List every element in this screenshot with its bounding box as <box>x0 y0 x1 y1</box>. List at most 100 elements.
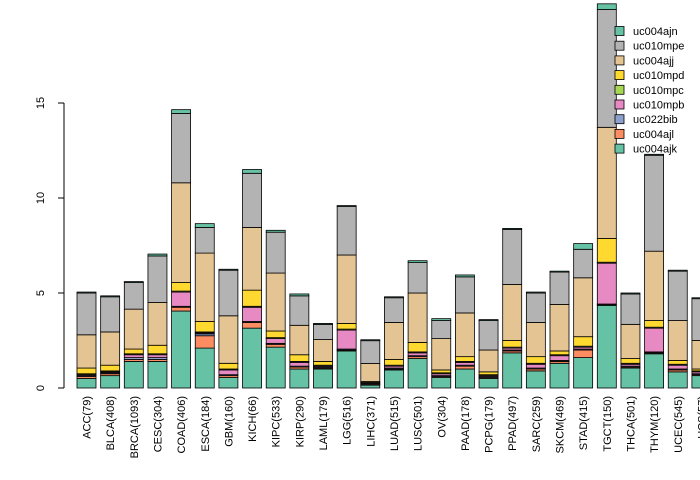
bar-segment-uc004ajj <box>620 323 641 359</box>
bar-segment-uc010mpe <box>313 323 333 340</box>
bar-segment-uc010mpd <box>454 356 475 362</box>
bar-segment-uc004ajk <box>525 370 546 389</box>
bar-stack <box>502 227 523 389</box>
bar-segment-uc010mpd <box>667 360 688 365</box>
bar-segment-uc004ajj <box>573 277 594 338</box>
bar-segment-uc004ajn <box>596 3 617 10</box>
bar-segment-uc010mpb <box>218 369 239 376</box>
x-tick-label: LUAD(515) <box>389 396 401 451</box>
bar-stack <box>194 223 215 389</box>
bar-segment-uc004ajj <box>667 320 688 361</box>
y-tick-label: 15 <box>35 97 47 109</box>
x-tick-label: PPAD(497) <box>507 396 519 451</box>
legend-item: uc022bib <box>614 114 678 126</box>
bar-segment-uc004ajn <box>478 319 499 321</box>
bar-segment-uc010mpe <box>242 172 262 228</box>
bar-segment-uc010mpd <box>76 367 97 375</box>
bar-segment-uc004ajl <box>171 306 192 312</box>
bar-segment-uc004ajn <box>171 109 192 114</box>
bar-segment-uc010mpd <box>549 350 570 356</box>
bar-segment-uc004ajn <box>242 169 262 174</box>
bar-segment-uc010mpe <box>384 297 404 323</box>
bar-segment-uc010mpe <box>596 9 617 128</box>
x-tick-label: ESCA(184) <box>200 396 212 452</box>
legend-label: uc004ajn <box>633 26 678 38</box>
legend-item: uc004ajj <box>614 55 674 67</box>
bar-segment-uc010mpb <box>596 262 617 305</box>
bar-segment-uc004ajn <box>218 268 239 271</box>
bar-segment-uc010mpe <box>667 270 688 321</box>
bar-segment-uc004ajj <box>502 284 523 341</box>
bar-segment-uc004ajn <box>100 295 121 298</box>
legend-swatch <box>614 99 625 110</box>
bar-segment-uc004ajj <box>384 322 404 360</box>
bar-segment-uc010mpb <box>407 352 428 357</box>
legend-swatch <box>614 70 625 80</box>
x-tick-label: OV(304) <box>436 396 448 438</box>
bar-stack <box>336 205 357 389</box>
bar-segment-uc010mpd <box>171 282 192 292</box>
bar-segment-uc004ajj <box>313 339 333 362</box>
bar-segment-uc004ajl <box>573 349 594 358</box>
legend-label: uc004ajl <box>633 129 674 141</box>
bar-stack <box>596 3 617 389</box>
bar-segment-uc010mpe <box>691 298 700 341</box>
bar-stack <box>360 339 381 389</box>
bar-segment-uc010mpe <box>407 262 428 294</box>
legend-item: uc004ajk <box>614 144 678 156</box>
bar-segment-uc004ajn <box>549 270 570 273</box>
bar-segment-uc004ajn <box>573 243 594 250</box>
bar-segment-uc004ajn <box>336 205 357 207</box>
bar-segment-uc004ajn <box>667 269 688 272</box>
x-tick-label: SKCM(469) <box>555 396 567 453</box>
bar-segment-uc010mpd <box>691 368 700 372</box>
x-tick-label: UCEC(545) <box>673 396 685 453</box>
bar-segment-uc010mpe <box>454 276 475 314</box>
bar-segment-uc010mpe <box>502 228 523 285</box>
bar-stack <box>525 291 546 389</box>
x-tick-label: GBM(160) <box>223 396 235 447</box>
bar-segment-uc010mpe <box>100 296 121 333</box>
bar-segment-uc010mpd <box>123 348 144 355</box>
bar-stack <box>644 153 664 389</box>
bar-segment-uc004ajk <box>573 357 594 389</box>
bar-segment-uc004ajj <box>407 292 428 343</box>
legend-item: uc004ajl <box>614 128 674 141</box>
bar-segment-uc004ajn <box>76 291 97 294</box>
bar-stack <box>313 322 333 389</box>
bar-segment-uc004ajk <box>242 327 262 389</box>
bar-segment-uc010mpe <box>644 154 664 252</box>
bar-segment-uc010mpb <box>667 364 688 370</box>
bar-segment-uc004ajn <box>265 229 286 233</box>
bar-segment-uc004ajj <box>218 315 239 364</box>
x-tick-label: THYM(120) <box>649 396 661 453</box>
bar-segment-uc004ajj <box>171 182 192 283</box>
bar-segment-uc004ajk <box>478 378 499 389</box>
bar-segment-uc004ajj <box>123 308 144 350</box>
bar-segment-uc004ajj <box>454 312 475 358</box>
bar-segment-uc010mpe <box>360 340 381 364</box>
legend-label: uc010mpe <box>633 41 684 53</box>
x-tick-label: STAD(415) <box>578 396 590 450</box>
bar-segment-uc010mpe <box>76 292 97 336</box>
bar-segment-uc004ajj <box>549 303 570 352</box>
bar-segment-uc004ajn <box>360 339 381 342</box>
bar-stack <box>573 243 594 389</box>
bar-segment-uc010mpb <box>336 329 357 350</box>
bar-stack <box>100 295 121 389</box>
legend-swatch <box>614 40 625 51</box>
x-tick-label: CESC(304) <box>152 396 164 452</box>
bar-segment-uc004ajn <box>644 153 664 156</box>
bar-segment-uc010mpb <box>265 338 286 344</box>
bar-segment-uc004ajn <box>454 274 475 278</box>
legend-swatch <box>614 128 625 139</box>
bar-segment-uc010mpe <box>147 255 168 303</box>
bar-segment-uc004ajj <box>431 338 452 371</box>
legend-item: uc004ajn <box>614 26 678 38</box>
bar-segment-uc004ajk <box>218 377 239 389</box>
bar-segment-uc004ajn <box>431 318 452 321</box>
bar-segment-uc022bib <box>691 373 700 376</box>
bar-segment-uc004ajj <box>691 340 700 370</box>
bar-segment-uc010mpb <box>289 361 310 367</box>
bar-segment-uc004ajk <box>596 304 617 389</box>
